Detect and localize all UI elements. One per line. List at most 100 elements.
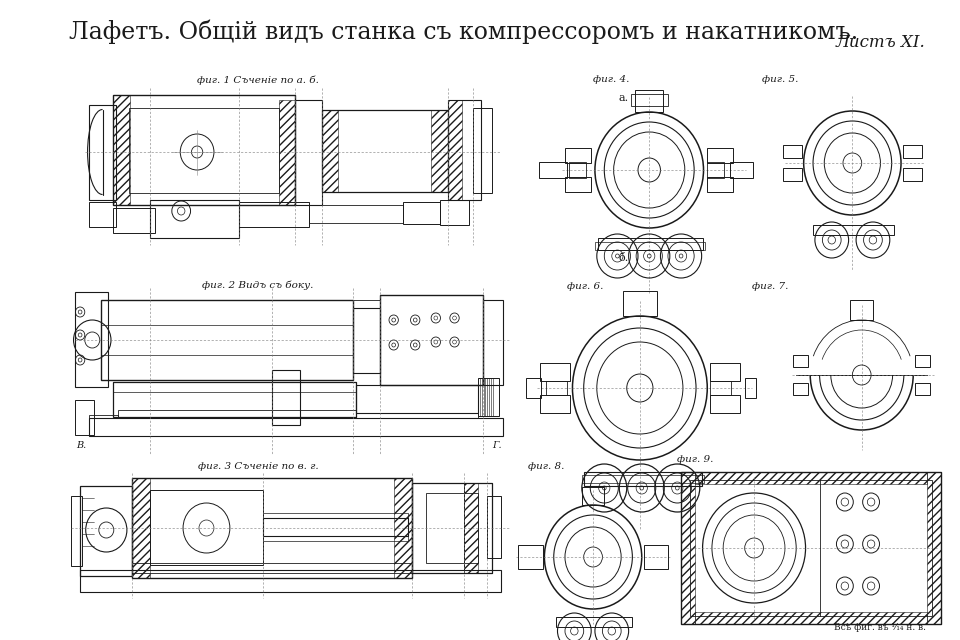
Bar — [708, 177, 733, 192]
Bar — [903, 168, 922, 181]
Bar — [526, 378, 540, 398]
Bar — [413, 483, 492, 573]
Text: Г.: Г. — [492, 441, 501, 450]
Bar — [403, 202, 441, 224]
Bar — [89, 415, 117, 418]
Bar — [783, 145, 802, 158]
Bar — [151, 200, 239, 238]
Bar — [483, 300, 503, 385]
Bar — [631, 94, 668, 106]
Bar — [783, 168, 802, 181]
Bar — [708, 148, 733, 163]
Bar — [80, 570, 501, 592]
Bar — [426, 493, 478, 563]
Bar — [595, 242, 706, 250]
Bar — [132, 478, 151, 578]
Bar — [708, 162, 724, 178]
Bar — [710, 381, 731, 395]
Bar — [478, 378, 498, 416]
Bar — [272, 370, 300, 425]
Bar — [71, 496, 82, 566]
Bar — [793, 355, 808, 367]
Bar — [623, 291, 657, 316]
Bar — [448, 100, 462, 200]
Text: В.: В. — [77, 441, 86, 450]
Bar — [309, 205, 403, 223]
Bar — [76, 400, 94, 435]
Text: фиг. 6.: фиг. 6. — [566, 282, 603, 291]
Bar — [695, 472, 927, 484]
Text: фиг. 5.: фиг. 5. — [761, 75, 798, 84]
Bar — [132, 478, 413, 578]
Bar — [540, 363, 569, 381]
Bar — [353, 308, 379, 373]
Bar — [431, 110, 448, 192]
Bar — [296, 100, 322, 205]
Bar — [441, 200, 468, 225]
Bar — [730, 162, 754, 178]
Bar — [582, 475, 704, 483]
Bar — [565, 177, 591, 192]
Bar — [278, 100, 296, 205]
Bar — [546, 381, 566, 395]
Bar — [813, 225, 894, 235]
Bar — [129, 108, 278, 193]
Text: фиг. 4.: фиг. 4. — [593, 75, 630, 84]
Bar — [239, 202, 309, 227]
Bar — [556, 617, 633, 627]
Bar — [915, 355, 930, 367]
Text: Всѣ фиг. въ ¹⁄₁₄ н. в.: Всѣ фиг. въ ¹⁄₁₄ н. в. — [834, 623, 926, 632]
Bar — [113, 382, 356, 417]
Bar — [117, 410, 356, 418]
Bar — [540, 395, 569, 413]
Text: фиг. 3 Съченіе по в. г.: фиг. 3 Съченіе по в. г. — [198, 462, 319, 471]
Bar — [89, 202, 115, 227]
Text: Лафетъ. Общій видъ станка съ компрессоромъ и накатникомъ.: Лафетъ. Общій видъ станка съ компрессоро… — [69, 20, 858, 44]
Bar — [539, 162, 566, 178]
Bar — [379, 295, 483, 385]
Bar — [464, 483, 478, 573]
Bar — [565, 148, 591, 163]
Bar — [903, 145, 922, 158]
Bar — [681, 472, 941, 624]
Bar — [681, 472, 695, 624]
Bar — [584, 472, 702, 486]
Bar — [927, 472, 941, 624]
Bar — [464, 483, 492, 573]
Bar — [568, 162, 586, 178]
Bar — [113, 208, 155, 233]
Bar — [356, 413, 478, 418]
Bar — [690, 480, 932, 616]
Text: фиг. 9.: фиг. 9. — [678, 455, 713, 464]
Text: фиг. 2 Видъ съ боку.: фиг. 2 Видъ съ боку. — [203, 280, 314, 289]
Text: фиг. 7.: фиг. 7. — [753, 282, 788, 291]
Bar — [89, 418, 503, 436]
Bar — [745, 378, 756, 398]
Bar — [915, 383, 930, 395]
Bar — [582, 487, 604, 505]
Bar — [89, 105, 115, 200]
Bar — [488, 496, 501, 558]
Bar — [322, 110, 339, 192]
Bar — [113, 95, 296, 205]
Bar — [643, 545, 668, 569]
Text: фиг. 1 Съченіе по а. б.: фиг. 1 Съченіе по а. б. — [197, 75, 319, 84]
Bar — [263, 518, 408, 536]
Bar — [851, 300, 873, 320]
Bar — [598, 238, 703, 250]
Bar — [113, 382, 356, 392]
Bar — [132, 563, 413, 573]
Bar — [636, 90, 663, 112]
Bar — [80, 486, 132, 576]
Bar — [394, 478, 413, 578]
Text: Листъ XI.: Листъ XI. — [835, 33, 925, 51]
Bar — [263, 513, 408, 541]
Bar — [353, 300, 379, 308]
Bar — [695, 612, 927, 624]
Bar — [101, 300, 353, 380]
Bar — [76, 292, 108, 387]
Bar — [518, 545, 542, 569]
Text: б.: б. — [618, 253, 629, 263]
Bar — [322, 110, 448, 192]
Bar — [710, 395, 740, 413]
